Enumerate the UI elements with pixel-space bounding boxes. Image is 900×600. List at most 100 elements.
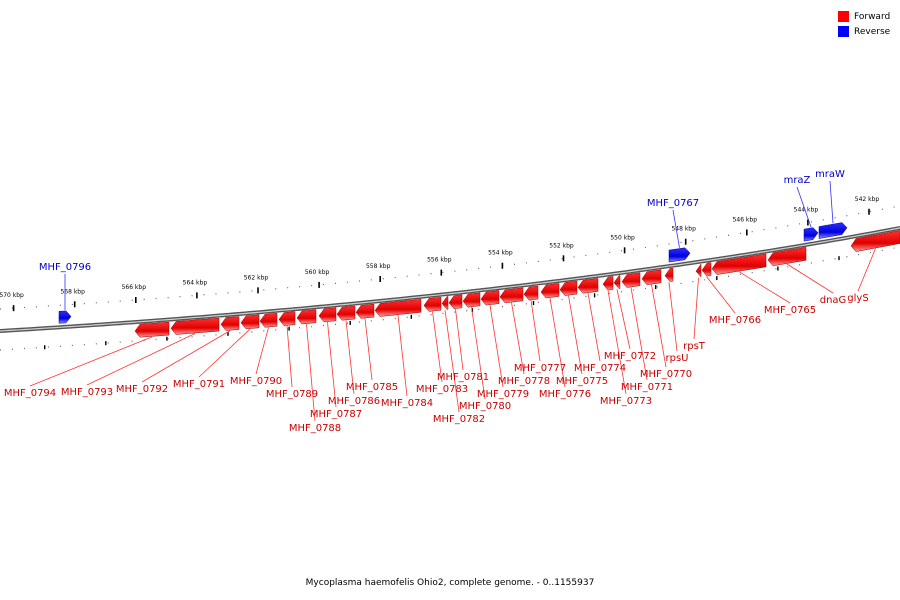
gene-mhf-0778 bbox=[499, 287, 524, 304]
tick-label-566-kbp: 566 kbp bbox=[122, 284, 147, 291]
gene-label-mhf-0781: MHF_0781 bbox=[437, 372, 489, 383]
genome-backbone bbox=[0, 226, 900, 333]
gene-label-mhf-0770: MHF_0770 bbox=[640, 369, 692, 380]
gene-label-mhf-0779: MHF_0779 bbox=[477, 389, 529, 400]
tick-label-570-kbp: 570 kbp bbox=[0, 292, 24, 299]
leader-mhf-0780 bbox=[471, 307, 486, 400]
gene-label-mhf-0788: MHF_0788 bbox=[289, 423, 341, 434]
gene-mhf-0777 bbox=[523, 285, 539, 301]
leader-mhf-0770 bbox=[651, 284, 667, 368]
gene-mhf-0767 bbox=[668, 247, 691, 263]
gene-mhf-0791 bbox=[240, 314, 260, 330]
gene-label-rpst: rpsT bbox=[683, 341, 706, 352]
gene-label-mhf-0786: MHF_0786 bbox=[328, 396, 380, 407]
leader-mhf-0773 bbox=[607, 290, 627, 395]
ruler-layer: 542 kbp 544 kbp 546 kbp 548 kbp 550 kbp 552 k… bbox=[0, 196, 900, 351]
gene-mhf-0779 bbox=[480, 290, 500, 306]
gene-mhf-0787 bbox=[318, 307, 337, 323]
gene-label-mhf-0782: MHF_0782 bbox=[433, 414, 485, 425]
leader-mhf-0789 bbox=[286, 325, 293, 388]
tick-label-564-kbp: 564 kbp bbox=[183, 279, 208, 286]
gene-mhf-0796 bbox=[58, 310, 72, 324]
leader-dnag bbox=[786, 263, 834, 294]
gene-label-mhf-0765: MHF_0765 bbox=[764, 305, 816, 316]
tick-label-552-kbp: 552 kbp bbox=[549, 242, 574, 249]
legend: Forward Reverse bbox=[838, 9, 890, 39]
leader-mhf-0786 bbox=[345, 320, 355, 395]
gene-label-mraz: mraZ bbox=[784, 175, 811, 186]
tick-label-548-kbp: 548 kbp bbox=[671, 226, 696, 233]
gene-mhf-0786 bbox=[336, 305, 356, 321]
gene-label-mhf-0780: MHF_0780 bbox=[459, 401, 511, 412]
gene-mhf-0793 bbox=[170, 317, 220, 335]
leader-mhf-0779 bbox=[489, 305, 504, 388]
leader-mhf-0767 bbox=[672, 209, 680, 248]
gene-mhf-0782 bbox=[441, 296, 449, 310]
gene-rpst bbox=[695, 263, 702, 278]
leader-mhf-0771 bbox=[630, 287, 648, 381]
gene-label-mhf-0771: MHF_0771 bbox=[621, 382, 673, 393]
tick-label-554-kbp: 554 kbp bbox=[488, 250, 513, 257]
tick-label-550-kbp: 550 kbp bbox=[610, 234, 635, 241]
tick-label-568-kbp: 568 kbp bbox=[60, 288, 85, 295]
gene-label-mhf-0792: MHF_0792 bbox=[116, 384, 168, 395]
gene-label-mhf-0784: MHF_0784 bbox=[381, 398, 433, 409]
leader-mhf-0781 bbox=[455, 309, 464, 371]
gene-label-mhf-0787: MHF_0787 bbox=[310, 409, 362, 420]
tick-label-556-kbp: 556 kbp bbox=[427, 257, 452, 264]
leader-mhf-0790 bbox=[255, 327, 269, 375]
tick-label-558-kbp: 558 kbp bbox=[366, 263, 391, 270]
gene-mhf-0788 bbox=[296, 309, 317, 325]
leader-mhf-0785 bbox=[364, 318, 373, 381]
gene-mhf-0785 bbox=[355, 303, 375, 319]
tick-label-544-kbp: 544 kbp bbox=[794, 207, 819, 214]
leader-mhf-0774 bbox=[587, 293, 601, 362]
gene-mhf-0772 bbox=[613, 275, 621, 289]
gene-mhf-0775 bbox=[559, 280, 578, 296]
gene-mhf-0794 bbox=[134, 321, 170, 338]
leader-mhf-0772 bbox=[616, 289, 631, 350]
gene-label-mhf-0794: MHF_0794 bbox=[4, 388, 56, 399]
leader-mhf-0775 bbox=[568, 295, 583, 375]
leader-mhf-0765 bbox=[738, 271, 791, 304]
gene-label-mhf-0773: MHF_0773 bbox=[600, 396, 652, 407]
gene-dnag bbox=[767, 247, 807, 267]
gene-label-glys: glyS bbox=[847, 293, 868, 304]
gene-mhf-0770 bbox=[641, 269, 662, 286]
genes-layer bbox=[58, 222, 900, 338]
leader-glys bbox=[857, 248, 876, 292]
leader-mhf-0787 bbox=[327, 322, 337, 408]
leader-mraw bbox=[829, 180, 834, 224]
gene-mhf-0776 bbox=[540, 283, 560, 299]
legend-reverse: Reverse bbox=[838, 24, 890, 39]
leader-mraz bbox=[796, 186, 812, 228]
gene-mhf-0766 bbox=[701, 262, 712, 277]
leader-mhf-0776 bbox=[549, 297, 566, 388]
label-leaders bbox=[29, 180, 876, 422]
gene-label-mhf-0796: MHF_0796 bbox=[39, 262, 91, 273]
gene-mhf-0765 bbox=[711, 253, 767, 275]
gene-mhf-0780 bbox=[462, 292, 481, 308]
legend-reverse-label: Reverse bbox=[854, 26, 891, 37]
leader-mhf-0794 bbox=[29, 336, 153, 387]
gene-label-mraw: mraW bbox=[815, 169, 845, 180]
leader-rpst bbox=[693, 277, 699, 340]
gene-mhf-0792 bbox=[220, 316, 240, 331]
gene-mhf-0789 bbox=[278, 311, 296, 326]
leader-mhf-0791 bbox=[198, 328, 251, 378]
tick-label-542-kbp: 542 kbp bbox=[855, 196, 880, 203]
leader-mhf-0793 bbox=[86, 333, 196, 386]
gene-mhf-0774 bbox=[577, 278, 599, 294]
tick-label-546-kbp: 546 kbp bbox=[733, 216, 758, 223]
gene-label-mhf-0790: MHF_0790 bbox=[230, 376, 282, 387]
gene-mhf-0790 bbox=[259, 312, 278, 328]
tick-label-562-kbp: 562 kbp bbox=[244, 274, 269, 281]
legend-forward: Forward bbox=[838, 9, 890, 24]
leader-mhf-0766 bbox=[706, 276, 736, 314]
leader-mhf-0782 bbox=[444, 310, 460, 413]
gene-mhf-0781 bbox=[448, 294, 463, 309]
gene-label-mhf-0778: MHF_0778 bbox=[498, 376, 550, 387]
gene-label-mhf-0776: MHF_0776 bbox=[539, 389, 591, 400]
gene-label-mhf-0775: MHF_0775 bbox=[556, 376, 608, 387]
